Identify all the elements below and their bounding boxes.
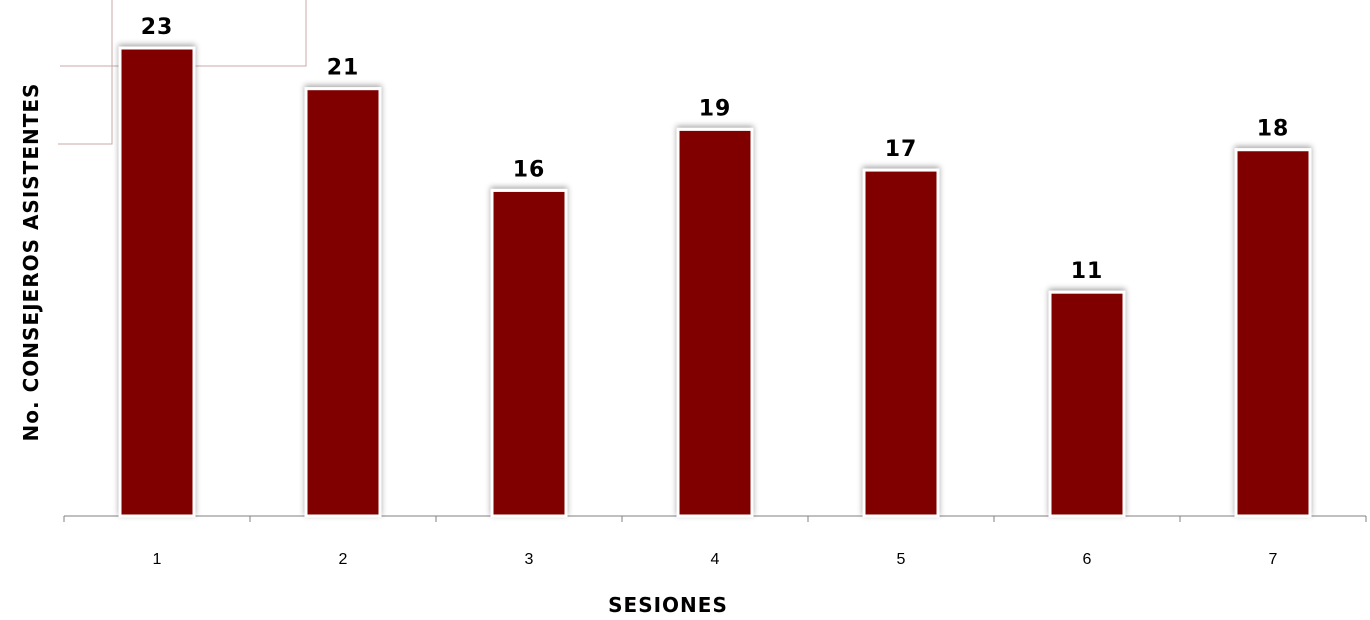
- data-label: 17: [885, 137, 918, 162]
- bar-session-1: [118, 46, 196, 518]
- bar-session-5: [862, 168, 940, 518]
- bar-session-4: [676, 127, 754, 518]
- bar-session-3: [490, 188, 568, 518]
- x-tick-label: 5: [897, 551, 906, 568]
- data-label: 18: [1257, 117, 1290, 142]
- x-tick-label: 6: [1083, 551, 1092, 568]
- x-tick-label: 7: [1269, 551, 1278, 568]
- x-tick-label: 1: [153, 551, 162, 568]
- x-tick-label: 2: [339, 551, 348, 568]
- bar-session-2: [304, 87, 382, 518]
- x-tick-label: 4: [711, 551, 720, 568]
- bar-session-7: [1234, 148, 1312, 518]
- x-axis-label: SESIONES: [608, 593, 728, 617]
- bar-session-6: [1048, 290, 1126, 518]
- x-tick-label: 3: [525, 551, 534, 568]
- y-axis-label: No. CONSEJEROS ASISTENTES: [19, 83, 43, 442]
- data-label: 21: [327, 56, 360, 81]
- data-label: 19: [699, 96, 732, 121]
- plot-area: 23 1 21 2 16 3 19 4 17 5 11 6 18 7: [63, 15, 1367, 568]
- data-label: 11: [1071, 259, 1104, 284]
- data-label: 16: [513, 157, 546, 182]
- data-label: 23: [141, 15, 174, 40]
